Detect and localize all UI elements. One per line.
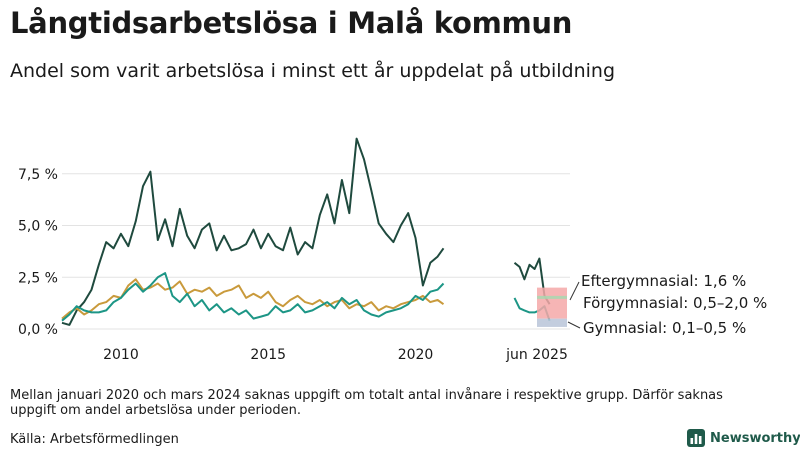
chart-title: Långtidsarbetslösa i Malå kommun	[10, 6, 573, 40]
grid-lines	[62, 173, 570, 330]
x-tick-label: 2010	[103, 347, 139, 363]
line-chart: 0,0 % 2,5 % 5,0 % 7,5 % 2010 2015 2020 jun 2025…	[18, 137, 767, 363]
source-text: Källa: Arbetsförmedlingen	[10, 432, 179, 447]
range-bands	[537, 287, 567, 327]
series-labels: Eftergymnasial: 1,6 % Förgymnasial: 0,5–2…	[567, 272, 767, 337]
series-label-eftergymnasial: Eftergymnasial: 1,6 %	[581, 272, 746, 290]
series-label-gymnasial: Gymnasial: 0,1–0,5 %	[583, 319, 746, 337]
series-label-forgymnasial: Förgymnasial: 0,5–2,0 %	[583, 294, 767, 312]
range-band-eftergymnasial	[537, 295, 567, 299]
axis-labels: 0,0 % 2,5 % 5,0 % 7,5 % 2010 2015 2020 jun 2025	[18, 167, 568, 363]
x-tick-label: 2020	[398, 347, 434, 363]
bar-chart-icon	[687, 429, 705, 447]
x-tick-label: 2015	[250, 347, 286, 363]
range-band-gymnasial	[537, 318, 567, 327]
y-tick-label: 0,0 %	[18, 322, 58, 338]
series-lines	[61, 137, 445, 326]
brand-name: Newsworthy	[710, 430, 800, 446]
y-tick-label: 5,0 %	[18, 219, 58, 235]
y-tick-label: 2,5 %	[18, 270, 58, 286]
chart-subtitle: Andel som varit arbetslösa i minst ett å…	[10, 60, 616, 82]
brand-logo[interactable]: Newsworthy	[687, 429, 800, 447]
y-tick-label: 7,5 %	[18, 167, 58, 183]
label-leader-eftergymnasial	[569, 281, 580, 301]
label-leader-gymnasial	[567, 321, 581, 329]
series-line-gymnasial	[61, 272, 445, 322]
x-tick-latest-label: jun 2025	[505, 347, 568, 363]
footnote: Mellan januari 2020 och mars 2024 saknas…	[10, 388, 723, 418]
series-line-forgymnasial	[61, 137, 445, 326]
range-band-forgymnasial	[537, 287, 567, 319]
series-line-eftergymnasial	[61, 278, 445, 320]
